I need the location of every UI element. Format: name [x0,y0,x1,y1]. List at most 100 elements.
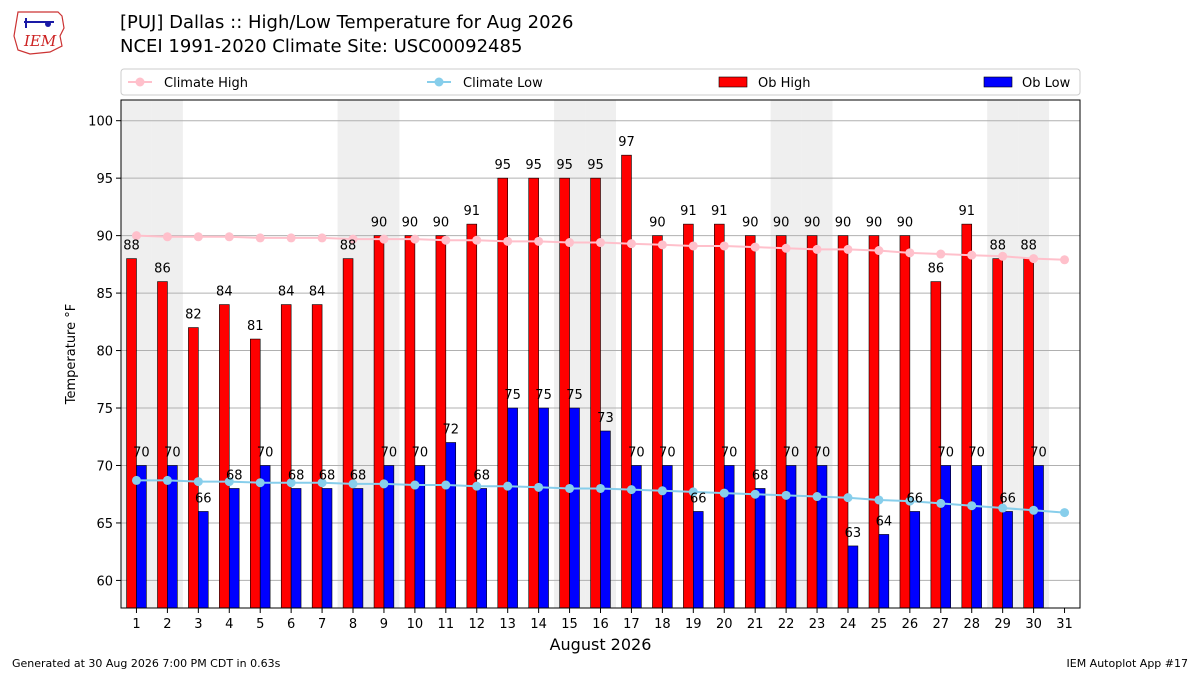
ob-low-bar [878,534,890,609]
ob-low-label: 70 [937,445,954,460]
ob-low-label: 75 [566,388,583,403]
x-tick-label: 29 [994,617,1011,632]
x-tick-label: 22 [778,617,795,632]
x-tick-label: 7 [318,617,326,632]
climate-low-point [812,492,822,502]
ob-low-bar [228,488,240,609]
climate-high-point [781,243,791,253]
climate-high-point [472,235,482,245]
ob-low-label: 66 [907,491,924,506]
x-tick-label: 28 [963,617,980,632]
climate-high-point [750,242,760,252]
climate-low-point [1060,508,1070,518]
ob-high-bar [250,338,261,609]
ob-high-bar [806,235,818,609]
ob-high-label: 90 [649,216,666,231]
ob-high-label: 95 [494,158,511,173]
ob-high-bar [652,235,663,609]
ob-low-label: 64 [876,514,893,529]
ob-low-label: 75 [535,388,552,403]
ob-low-bar [445,442,457,609]
ob-low-label: 70 [412,445,429,460]
ob-high-label: 90 [804,216,821,231]
climate-low-point [967,501,977,511]
ob-low-bar [136,465,147,609]
climate-high-point [905,248,915,258]
ob-low-bar [754,488,766,609]
legend: Climate High Climate Low Ob High Ob Low [120,68,1081,96]
x-tick-label: 11 [438,617,455,632]
x-tick-label: 13 [499,617,516,632]
climate-high-point [967,250,977,260]
ob-high-label: 90 [866,216,883,231]
climate-high-point [874,246,884,256]
bars [126,154,1044,609]
ob-low-label: 70 [381,445,398,460]
x-tick-label: 18 [654,617,671,632]
ob-low-bar [1033,465,1044,609]
x-tick-label: 24 [840,617,857,632]
ob-low-bar [785,465,797,609]
climate-low-point [1029,505,1039,515]
ob-low-label: 70 [133,445,150,460]
climate-high-point [193,232,203,242]
climate-high-point [131,231,141,241]
ob-low-bar [476,488,487,609]
ob-low-bar [290,488,302,609]
x-tick-label: 25 [871,617,888,632]
ob-high-bar [899,235,911,609]
page-title: [PUJ] Dallas :: High/Low Temperature for… [120,12,574,33]
climate-low-point [688,487,698,497]
x-tick-label: 19 [685,617,702,632]
y-tick-label: 80 [96,345,113,360]
x-tick-label: 16 [592,617,609,632]
ob-high-label: 91 [959,204,976,219]
ob-low-label: 70 [721,445,738,460]
climate-high-point [1060,255,1070,265]
ob-low-bar [693,511,704,609]
ob-high-bar [373,235,385,609]
ob-high-bar [219,304,230,609]
ob-high-label: 86 [928,262,945,277]
legend-climate-low-marker [434,77,444,87]
ob-high-bar [280,304,292,609]
ob-low-label: 70 [659,445,676,460]
climate-low-point [441,480,451,490]
climate-lines [131,231,1070,518]
climate-high-point [441,235,451,245]
ob-low-label: 63 [845,526,862,541]
climate-low-point [998,503,1008,513]
ob-low-bar [723,465,735,609]
climate-low-point [255,478,265,488]
ob-high-label: 90 [402,216,419,231]
x-tick-label: 1 [132,617,140,632]
ob-low-label: 66 [999,491,1016,506]
ob-high-label: 90 [371,216,388,231]
ob-high-bar [775,235,787,609]
ob-low-label: 70 [814,445,831,460]
climate-high-point [657,240,667,250]
ob-low-label: 68 [288,468,305,483]
ob-low-label: 70 [783,445,800,460]
ob-high-label: 86 [154,262,171,277]
y-axis-label: Temperature °F [64,304,79,405]
climate-low-point [410,480,420,490]
ob-high-bar [961,223,973,609]
ob-high-bar [621,154,632,609]
climate-low-point [719,488,729,498]
climate-low-point [905,496,915,506]
ob-high-bar [744,235,756,609]
climate-low-point [193,477,203,487]
ob-high-bar [466,223,478,609]
climate-high-point [688,241,698,251]
bar-labels: 88 86 82 84 81 84 84 88 90 90 90 91 95 95 95 95 97 90 91 91… [123,135,1047,541]
ob-high-bar [311,304,323,609]
ob-high-label: 81 [247,319,264,334]
legend-ob-low-label: Ob Low [1022,76,1071,91]
climate-low-point [348,479,358,489]
legend-box [120,68,1081,96]
ob-low-label: 72 [442,422,459,437]
x-tick-label: 23 [809,617,826,632]
ob-low-bar [600,430,611,609]
generated-timestamp: Generated at 30 Aug 2026 7:00 PM CDT in … [12,657,281,670]
